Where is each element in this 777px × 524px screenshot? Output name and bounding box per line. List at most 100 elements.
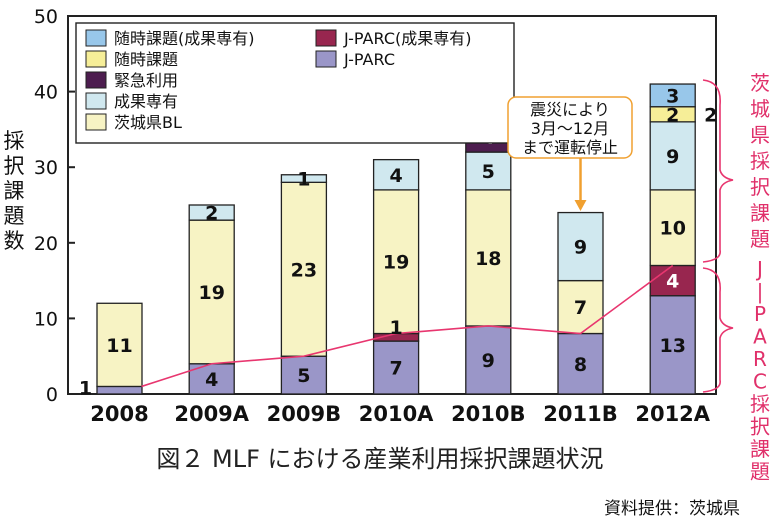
x-axis-ticks: 2008 2009A 2009B 2010A 2010B 2011B 2012A bbox=[90, 402, 711, 426]
bar-segment bbox=[649, 295, 696, 395]
chart-title: 図２ MLF における産業利用採択課題状況 bbox=[156, 445, 603, 473]
side-label-lower-char: 択 bbox=[750, 415, 770, 439]
side-label-lower-char: 課 bbox=[750, 437, 770, 461]
bar-segment bbox=[649, 83, 696, 108]
data-labels: 114192523719491854879134109231112 bbox=[79, 85, 717, 399]
legend-swatch bbox=[85, 113, 107, 131]
side-label-lower-char: | bbox=[757, 280, 764, 304]
data-label: 23 bbox=[291, 259, 317, 281]
bar-segment bbox=[465, 151, 512, 191]
y-tick-label: 50 bbox=[34, 6, 58, 28]
data-label: 1 bbox=[79, 377, 92, 399]
data-label: 4 bbox=[205, 369, 218, 391]
x-tick-label: 2011B bbox=[543, 402, 617, 426]
annotation-text: 3月～12月 bbox=[531, 119, 610, 138]
side-label-upper-char: 茨 bbox=[750, 71, 770, 95]
bar-segment bbox=[557, 279, 604, 335]
legend-box bbox=[75, 22, 515, 144]
side-label-lower-char: C bbox=[753, 370, 767, 394]
data-label: 7 bbox=[389, 358, 402, 380]
bar-segment bbox=[649, 264, 696, 297]
legend-swatch bbox=[85, 50, 107, 68]
data-label: 4 bbox=[666, 271, 679, 293]
jparc-total-line bbox=[141, 264, 674, 388]
upper-bracket bbox=[702, 79, 734, 263]
y-axis-label-char: 題 bbox=[4, 204, 25, 228]
legend-item: 随時課題(成果専有) bbox=[85, 29, 255, 48]
data-label: 2 bbox=[704, 104, 717, 126]
bar-segment bbox=[372, 158, 420, 191]
y-tick-label: 20 bbox=[34, 233, 58, 255]
legend-swatch bbox=[315, 50, 337, 68]
data-label: 1 bbox=[389, 317, 402, 339]
lower-bracket bbox=[702, 267, 734, 393]
legend-label: 随時課題 bbox=[114, 50, 178, 69]
legend-item: 随時課題 bbox=[85, 50, 178, 69]
legend-item: J-PARC(成果専有) bbox=[315, 29, 471, 48]
bar-segment bbox=[96, 385, 143, 395]
annotation-text: 震災により bbox=[530, 100, 610, 119]
legend-swatch bbox=[315, 29, 337, 47]
data-label: 2 bbox=[205, 203, 218, 225]
legend-swatch bbox=[85, 71, 107, 89]
x-tick-label: 2008 bbox=[90, 402, 148, 426]
legend-label: 成果専有 bbox=[114, 92, 178, 111]
side-label-upper-char: 題 bbox=[750, 227, 770, 251]
data-label: 9 bbox=[666, 146, 679, 168]
data-label: 1 bbox=[297, 169, 310, 191]
y-tick-label: 30 bbox=[34, 157, 58, 179]
legend: 随時課題(成果専有) J-PARC(成果専有) 随時課題 J-PARC 緊急利用成果専有… bbox=[75, 22, 515, 144]
bar-segment bbox=[465, 189, 512, 327]
data-label: 5 bbox=[482, 161, 495, 183]
legend-item: 緊急利用 bbox=[85, 71, 178, 90]
bars bbox=[96, 83, 696, 395]
data-label: 9 bbox=[574, 237, 587, 259]
bar-segment bbox=[188, 204, 235, 221]
data-label: 4 bbox=[389, 165, 402, 187]
legend-swatch bbox=[85, 29, 107, 47]
bar-segment bbox=[557, 332, 604, 395]
bar-segment bbox=[649, 189, 696, 267]
legend-label: J-PARC(成果専有) bbox=[343, 29, 471, 48]
bar-segment bbox=[280, 174, 328, 183]
legend-item: 茨城県BL bbox=[85, 113, 182, 132]
side-label-upper-char: 択 bbox=[750, 175, 770, 199]
bar-segment bbox=[649, 121, 696, 191]
data-label: 10 bbox=[659, 218, 685, 240]
side-label-upper-char: 城 bbox=[750, 97, 770, 121]
legend-item: J-PARC bbox=[315, 50, 395, 69]
side-label-lower-char: 採 bbox=[750, 392, 770, 416]
data-label: 19 bbox=[198, 282, 224, 304]
side-label-lower-char: 題 bbox=[750, 460, 770, 484]
side-label-lower-char: R bbox=[753, 347, 767, 371]
annotation-box bbox=[507, 96, 633, 159]
annotation-text: まで運転停止 bbox=[522, 138, 618, 157]
y-axis-label-char: 択 bbox=[4, 154, 25, 178]
y-tick-label: 40 bbox=[34, 82, 58, 104]
data-label: 5 bbox=[297, 365, 310, 387]
side-label-upper-char: 県 bbox=[750, 123, 770, 147]
bar-segment bbox=[372, 340, 420, 395]
data-label: 11 bbox=[106, 335, 132, 357]
side-label-lower-char: J bbox=[755, 257, 763, 281]
x-tick-label: 2009B bbox=[267, 402, 341, 426]
x-tick-label: 2010A bbox=[359, 402, 434, 426]
jparc-line bbox=[141, 264, 674, 388]
bar-segment bbox=[280, 355, 328, 395]
y-axis-label-char: 数 bbox=[4, 229, 25, 253]
side-label-lower-char: A bbox=[753, 325, 767, 349]
data-label: 8 bbox=[574, 354, 587, 376]
side-label-upper-char: 課 bbox=[750, 201, 770, 225]
bar-segment bbox=[96, 302, 143, 388]
data-label: 13 bbox=[659, 335, 685, 357]
data-label: 7 bbox=[574, 297, 587, 319]
bar-segment bbox=[372, 189, 420, 335]
annotation-arrow-head bbox=[574, 200, 587, 211]
source-credit: 資料提供：茨城県 bbox=[604, 499, 740, 519]
